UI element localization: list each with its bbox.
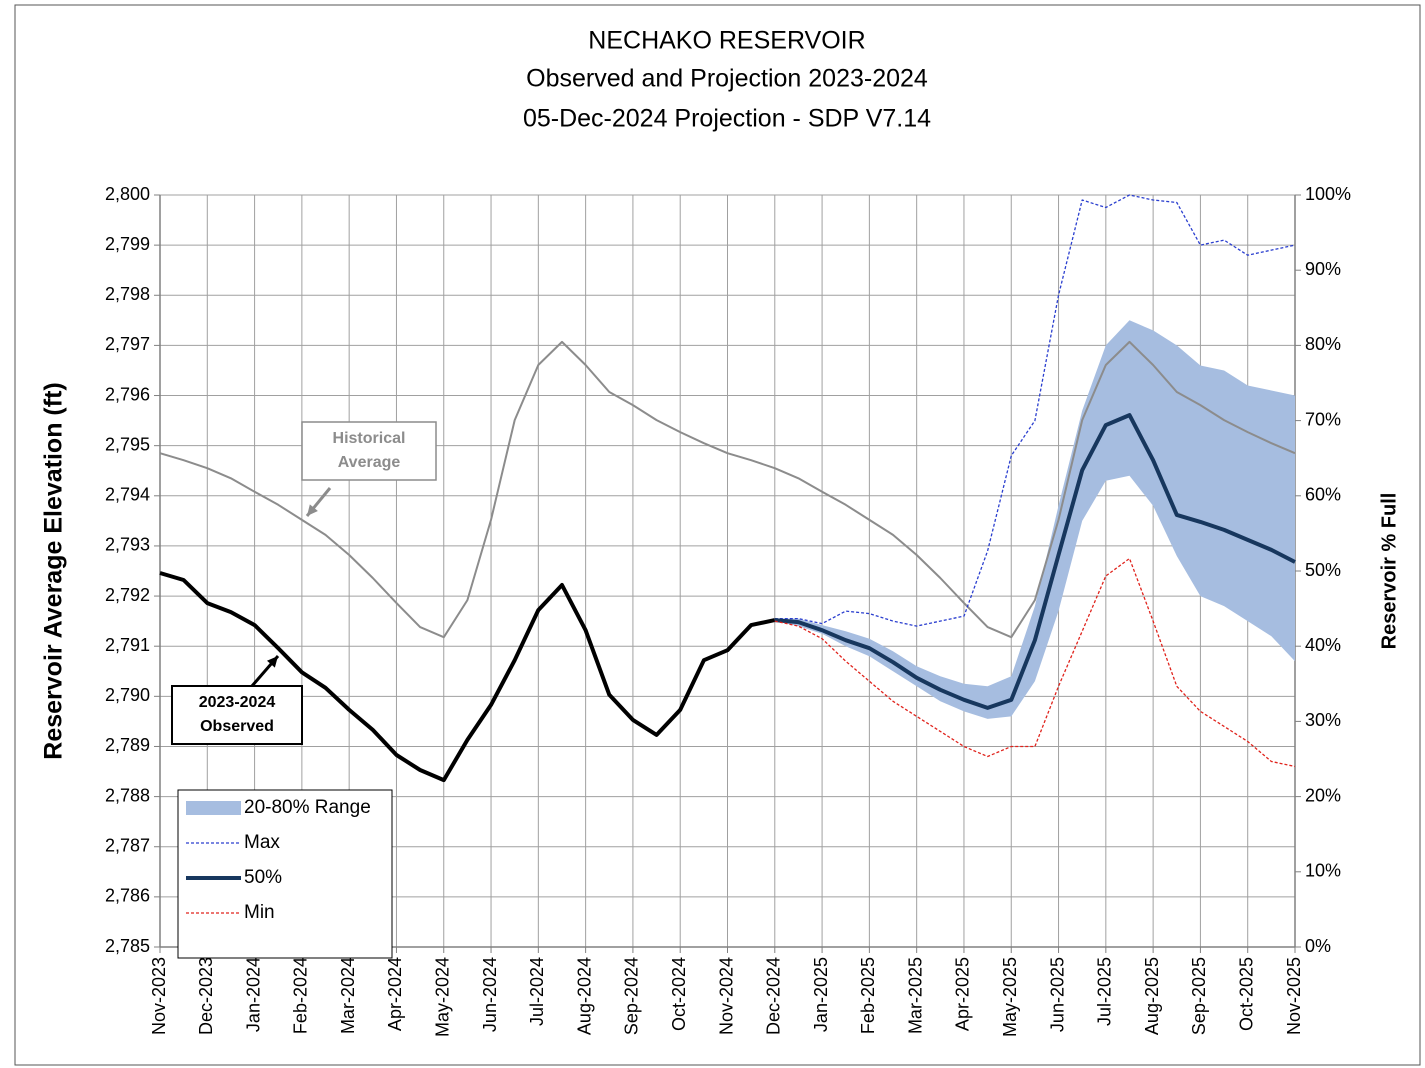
x-tick-label: Jul-2025 — [1095, 957, 1115, 1026]
x-tick-label: Feb-2024 — [291, 957, 311, 1034]
legend-label: Min — [244, 902, 275, 923]
annotation-arrowhead — [307, 504, 318, 516]
x-tick-label: Aug-2024 — [574, 957, 594, 1035]
legend-swatch — [186, 801, 241, 815]
annotation-text: Observed — [200, 718, 274, 735]
y-tick-label: 2,790 — [105, 685, 150, 705]
series-line — [159, 340, 1296, 639]
y-tick-label: 2,800 — [105, 184, 150, 204]
y-tick-label: 2,785 — [105, 936, 150, 956]
y-tick-label: 2,788 — [105, 785, 150, 805]
x-tick-label: Nov-2025 — [1284, 957, 1304, 1035]
x-tick-label: May-2024 — [433, 957, 453, 1037]
series-line — [774, 194, 1296, 627]
x-tick-label: Oct-2025 — [1236, 957, 1256, 1031]
y-axis-title: Reservoir Average Elevation (ft) — [40, 382, 68, 759]
y2-tick-label: 40% — [1305, 635, 1341, 655]
annotation-box — [301, 421, 437, 481]
y-tick-label: 2,796 — [105, 384, 150, 404]
chart-title: Observed and Projection 2023-2024 — [526, 65, 928, 93]
x-tick-label: Nov-2023 — [149, 957, 169, 1035]
y-tick-label: 2,789 — [105, 735, 150, 755]
y-tick-label: 2,794 — [105, 485, 150, 505]
range-band — [774, 320, 1295, 719]
y-tick-label: 2,798 — [105, 284, 150, 304]
chart-title: 05-Dec-2024 Projection - SDP V7.14 — [523, 105, 931, 133]
y-tick-label: 2,792 — [105, 585, 150, 605]
x-tick-label: Jul-2024 — [527, 957, 547, 1026]
x-tick-label: Dec-2023 — [196, 957, 216, 1035]
y2-tick-label: 90% — [1305, 259, 1341, 279]
x-tick-label: Mar-2025 — [905, 957, 925, 1034]
y-tick-label: 2,791 — [105, 635, 150, 655]
annotation-text: Average — [338, 454, 401, 471]
x-tick-label: Aug-2025 — [1142, 957, 1162, 1035]
y2-tick-label: 50% — [1305, 560, 1341, 580]
x-tick-label: Jan-2025 — [811, 957, 831, 1032]
y2-tick-label: 0% — [1305, 936, 1331, 956]
x-tick-label: Apr-2025 — [953, 957, 973, 1031]
x-tick-label: Jun-2025 — [1047, 957, 1067, 1032]
y-tick-label: 2,795 — [105, 434, 150, 454]
annotation-text: Historical — [333, 430, 406, 447]
y-tick-label: 2,799 — [105, 234, 150, 254]
annotation-text: 2023-2024 — [199, 694, 276, 711]
x-tick-label: Sep-2024 — [622, 957, 642, 1035]
y2-tick-label: 80% — [1305, 334, 1341, 354]
x-tick-label: Jun-2024 — [480, 957, 500, 1032]
x-tick-label: Jan-2024 — [243, 957, 263, 1032]
series-line — [159, 571, 776, 783]
annotation-box — [171, 685, 303, 745]
y2-tick-label: 20% — [1305, 785, 1341, 805]
y2-tick-label: 100% — [1305, 184, 1351, 204]
y-tick-label: 2,793 — [105, 535, 150, 555]
legend-label: Max — [244, 832, 280, 853]
x-tick-label: Dec-2024 — [764, 957, 784, 1035]
annotation-arrowhead — [266, 656, 278, 668]
y-tick-label: 2,797 — [105, 334, 150, 354]
x-tick-label: Feb-2025 — [858, 957, 878, 1034]
x-tick-label: Nov-2024 — [716, 957, 736, 1035]
chart-frame — [14, 4, 1421, 1066]
y2-tick-label: 70% — [1305, 409, 1341, 429]
y2-axis-title: Reservoir % Full — [1378, 493, 1400, 650]
y2-tick-label: 60% — [1305, 485, 1341, 505]
y2-tick-label: 30% — [1305, 710, 1341, 730]
x-tick-label: Mar-2024 — [338, 957, 358, 1034]
y-tick-label: 2,786 — [105, 886, 150, 906]
y-tick-label: 2,787 — [105, 835, 150, 855]
x-tick-label: May-2025 — [1000, 957, 1020, 1037]
x-tick-label: Sep-2025 — [1189, 957, 1209, 1035]
chart-title: NECHAKO RESERVOIR — [588, 27, 865, 55]
y2-tick-label: 10% — [1305, 861, 1341, 881]
series-line — [774, 413, 1296, 710]
legend-box — [177, 789, 393, 959]
legend-label: 50% — [244, 867, 282, 888]
x-tick-label: Apr-2024 — [385, 957, 405, 1031]
legend-label: 20-80% Range — [244, 797, 371, 818]
x-tick-label: Oct-2024 — [669, 957, 689, 1031]
